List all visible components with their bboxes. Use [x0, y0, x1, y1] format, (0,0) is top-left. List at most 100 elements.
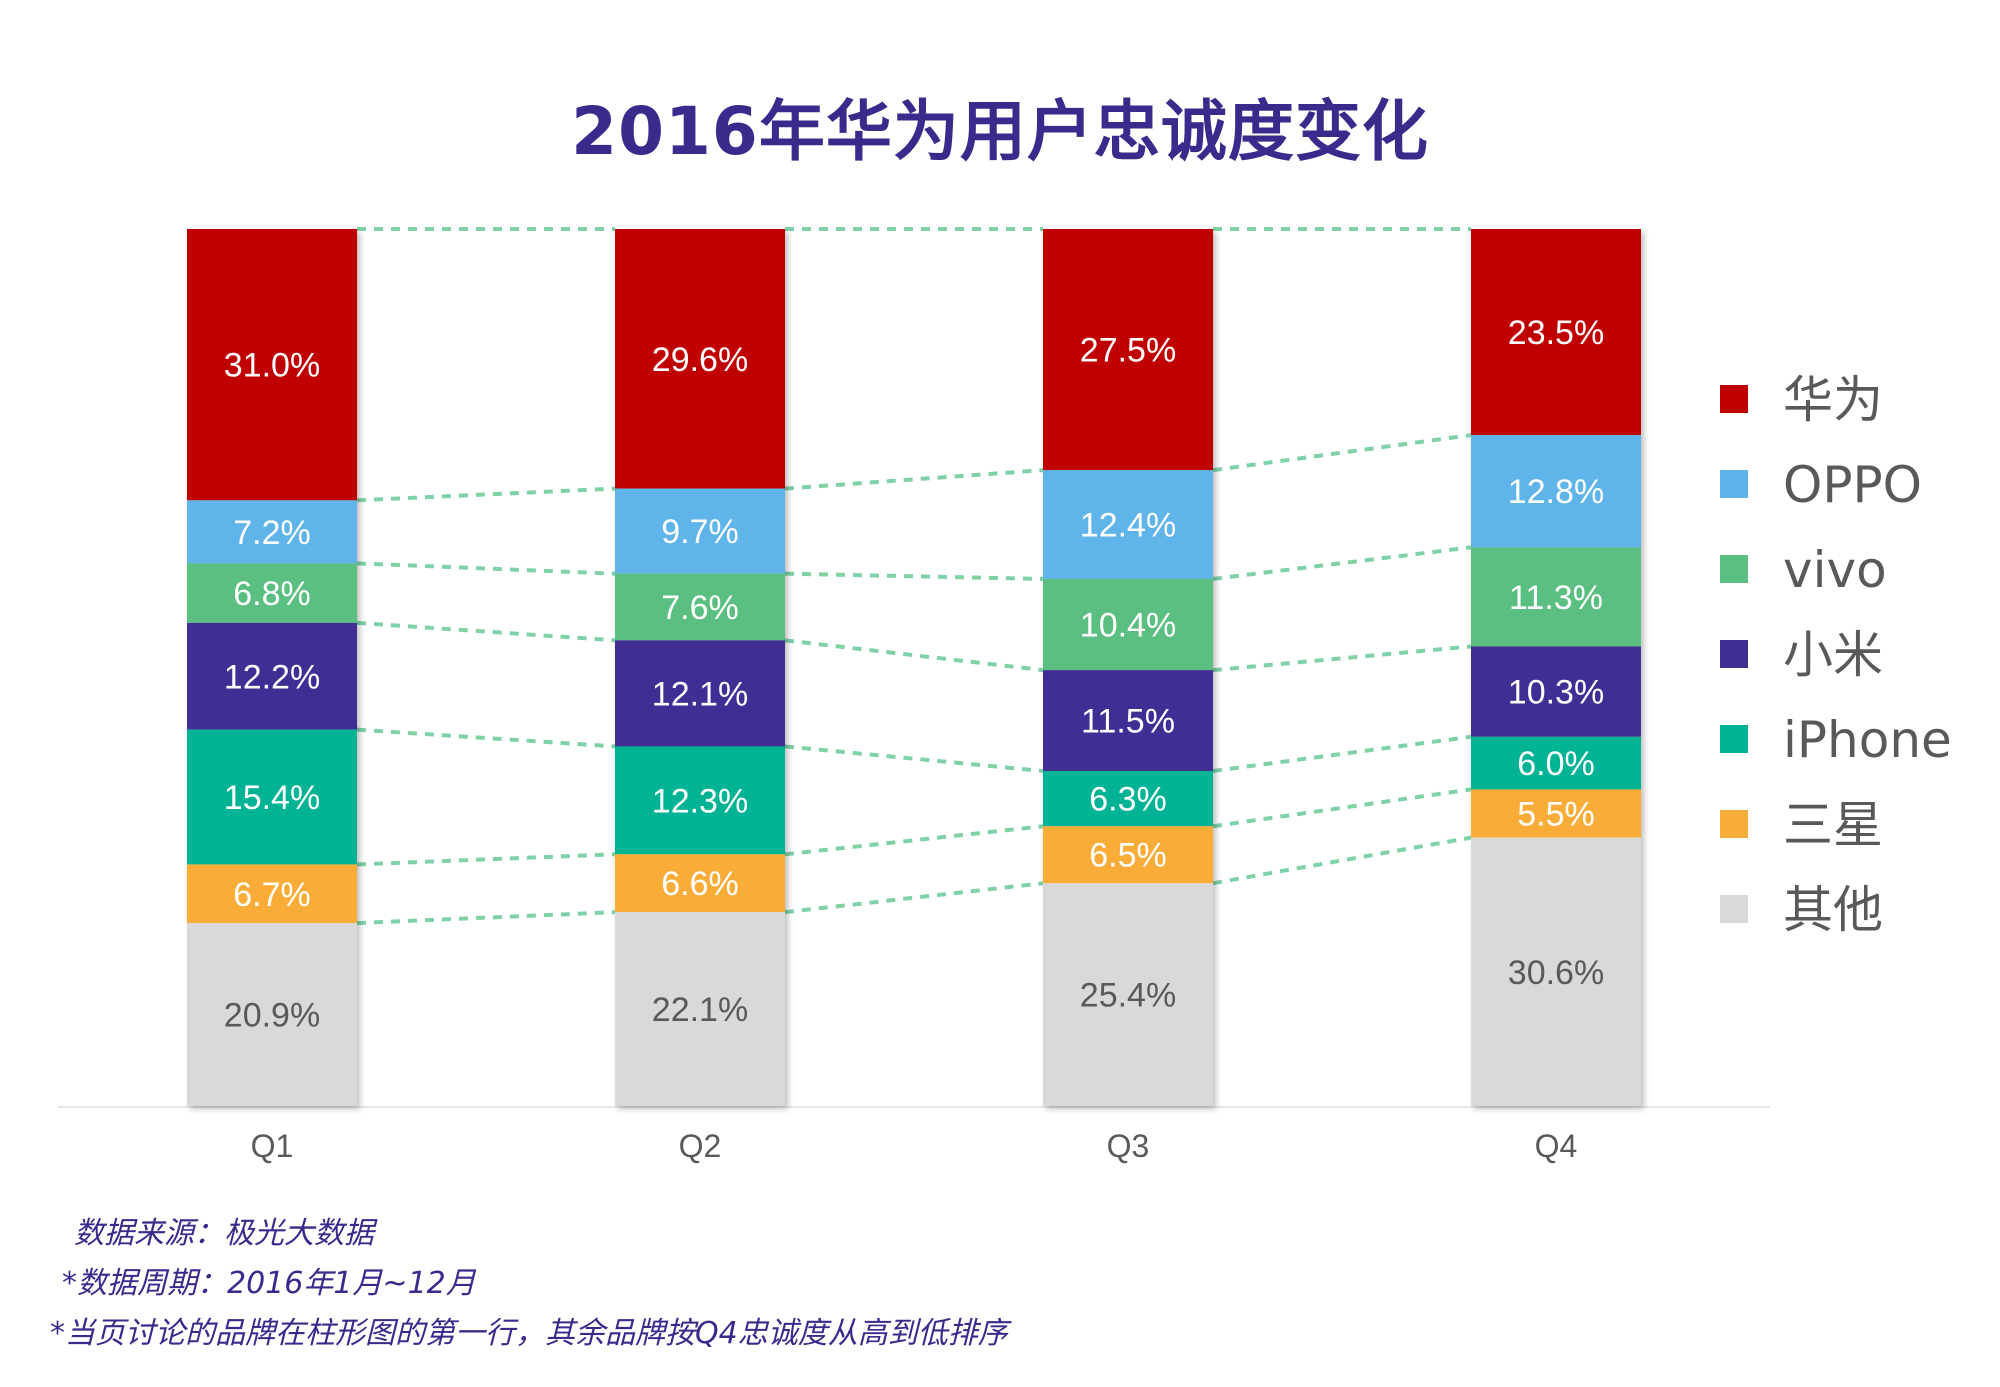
legend-swatch	[1720, 895, 1748, 923]
bar-segment	[187, 729, 357, 865]
footnote-source: 数据来源：极光大数据	[74, 1216, 374, 1251]
bar-segment	[615, 854, 785, 913]
connector-lines	[356, 227, 1472, 926]
data-label: 12.4%	[1080, 507, 1176, 545]
legend-label: OPPO	[1783, 456, 1922, 514]
data-label: 12.1%	[652, 675, 748, 713]
bar-segment	[615, 488, 785, 574]
bar-segment	[187, 563, 357, 623]
legend-label: vivo	[1783, 541, 1887, 599]
connector-line	[784, 881, 1044, 915]
legend-label: 小米	[1783, 626, 1883, 684]
connector-line	[356, 486, 616, 503]
bar-segment	[1471, 547, 1641, 647]
bar-segment	[1043, 883, 1213, 1106]
bar-stack-q4	[1471, 229, 1641, 1106]
data-label: 20.9%	[224, 997, 320, 1035]
connector-line	[1212, 433, 1472, 473]
bar-segment	[1043, 770, 1213, 827]
bar-stack-q3	[1043, 229, 1213, 1106]
connector-line	[1212, 644, 1472, 673]
legend-swatch	[1720, 470, 1748, 498]
legend-swatch	[1720, 810, 1748, 838]
data-label: 12.3%	[652, 782, 748, 820]
bar-segment	[1471, 837, 1641, 1106]
bar-segment	[187, 622, 357, 730]
bar-segment	[187, 500, 357, 564]
bar-segment	[187, 864, 357, 924]
legend-label: 三星	[1783, 796, 1883, 854]
data-label: 5.5%	[1517, 796, 1595, 834]
data-label: 25.4%	[1080, 977, 1176, 1015]
legend-label: iPhone	[1783, 711, 1952, 769]
connector-line	[1212, 835, 1472, 886]
x-tick-label: Q1	[251, 1128, 294, 1164]
connector-line	[1212, 734, 1472, 773]
legend-swatch	[1720, 640, 1748, 668]
connector-line	[356, 852, 616, 867]
bar-stack-q2	[615, 229, 785, 1106]
data-label: 15.4%	[224, 779, 320, 817]
chart-title: 2016年华为用户忠诚度变化	[571, 93, 1429, 170]
data-label: 31.0%	[224, 347, 320, 385]
data-label: 22.1%	[652, 991, 748, 1029]
connector-line	[784, 468, 1044, 491]
data-label: 6.3%	[1089, 781, 1167, 819]
connector-line	[356, 910, 616, 926]
footnote-ordering: *当页讨论的品牌在柱形图的第一行，其余品牌按Q4忠诚度从高到低排序	[50, 1316, 1008, 1351]
connector-line	[356, 727, 616, 749]
data-label: 9.7%	[661, 513, 739, 551]
connector-line	[784, 744, 1044, 773]
data-label: 29.6%	[652, 341, 748, 379]
bar-segment	[1043, 229, 1213, 471]
x-tick-label: Q3	[1107, 1128, 1150, 1164]
bar-segment	[615, 229, 785, 489]
legend-swatch	[1720, 725, 1748, 753]
data-label: 11.3%	[1509, 579, 1603, 617]
legend-label: 华为	[1783, 371, 1883, 429]
data-label: 12.8%	[1508, 473, 1604, 511]
bar-segment	[1043, 826, 1213, 884]
x-tick-label: Q4	[1535, 1128, 1578, 1164]
data-label: 6.5%	[1089, 837, 1167, 875]
bar-segment	[615, 573, 785, 641]
bar-segment	[187, 229, 357, 501]
legend-swatch	[1720, 385, 1748, 413]
connector-line	[356, 620, 616, 643]
bar-stack-q1	[187, 229, 357, 1106]
legend-label: 其他	[1783, 881, 1883, 939]
bar-segment	[615, 640, 785, 747]
bar-segment	[615, 746, 785, 855]
data-label: 23.5%	[1508, 314, 1604, 352]
bar-segment	[1043, 670, 1213, 771]
connector-line	[784, 571, 1044, 581]
data-label: 10.3%	[1508, 674, 1604, 712]
bar-segment	[615, 912, 785, 1106]
data-label: 7.2%	[233, 514, 311, 552]
data-label: 6.6%	[661, 865, 739, 903]
bar-segment	[1471, 435, 1641, 548]
bar-segment	[1043, 578, 1213, 671]
connector-line	[356, 561, 616, 576]
data-label: 6.0%	[1517, 745, 1595, 783]
connector-line	[784, 824, 1044, 857]
connector-line	[784, 638, 1044, 673]
bar-segment	[1471, 229, 1641, 436]
data-label: 12.2%	[224, 658, 320, 696]
data-label: 6.7%	[233, 876, 311, 914]
bar-segment	[1043, 470, 1213, 579]
bar-segment	[1471, 646, 1641, 737]
legend-swatch	[1720, 555, 1748, 583]
bar-segment	[187, 923, 357, 1106]
bar-segment	[1471, 736, 1641, 790]
bar-segment	[1471, 789, 1641, 838]
data-label: 11.5%	[1081, 703, 1175, 741]
data-label: 30.6%	[1508, 954, 1604, 992]
footnote-period: *数据周期：2016年1月~12月	[62, 1266, 476, 1301]
data-label: 27.5%	[1080, 332, 1176, 370]
connector-line	[1212, 545, 1472, 581]
x-tick-label: Q2	[679, 1128, 722, 1164]
data-label: 7.6%	[661, 589, 739, 627]
connector-line	[1212, 787, 1472, 829]
